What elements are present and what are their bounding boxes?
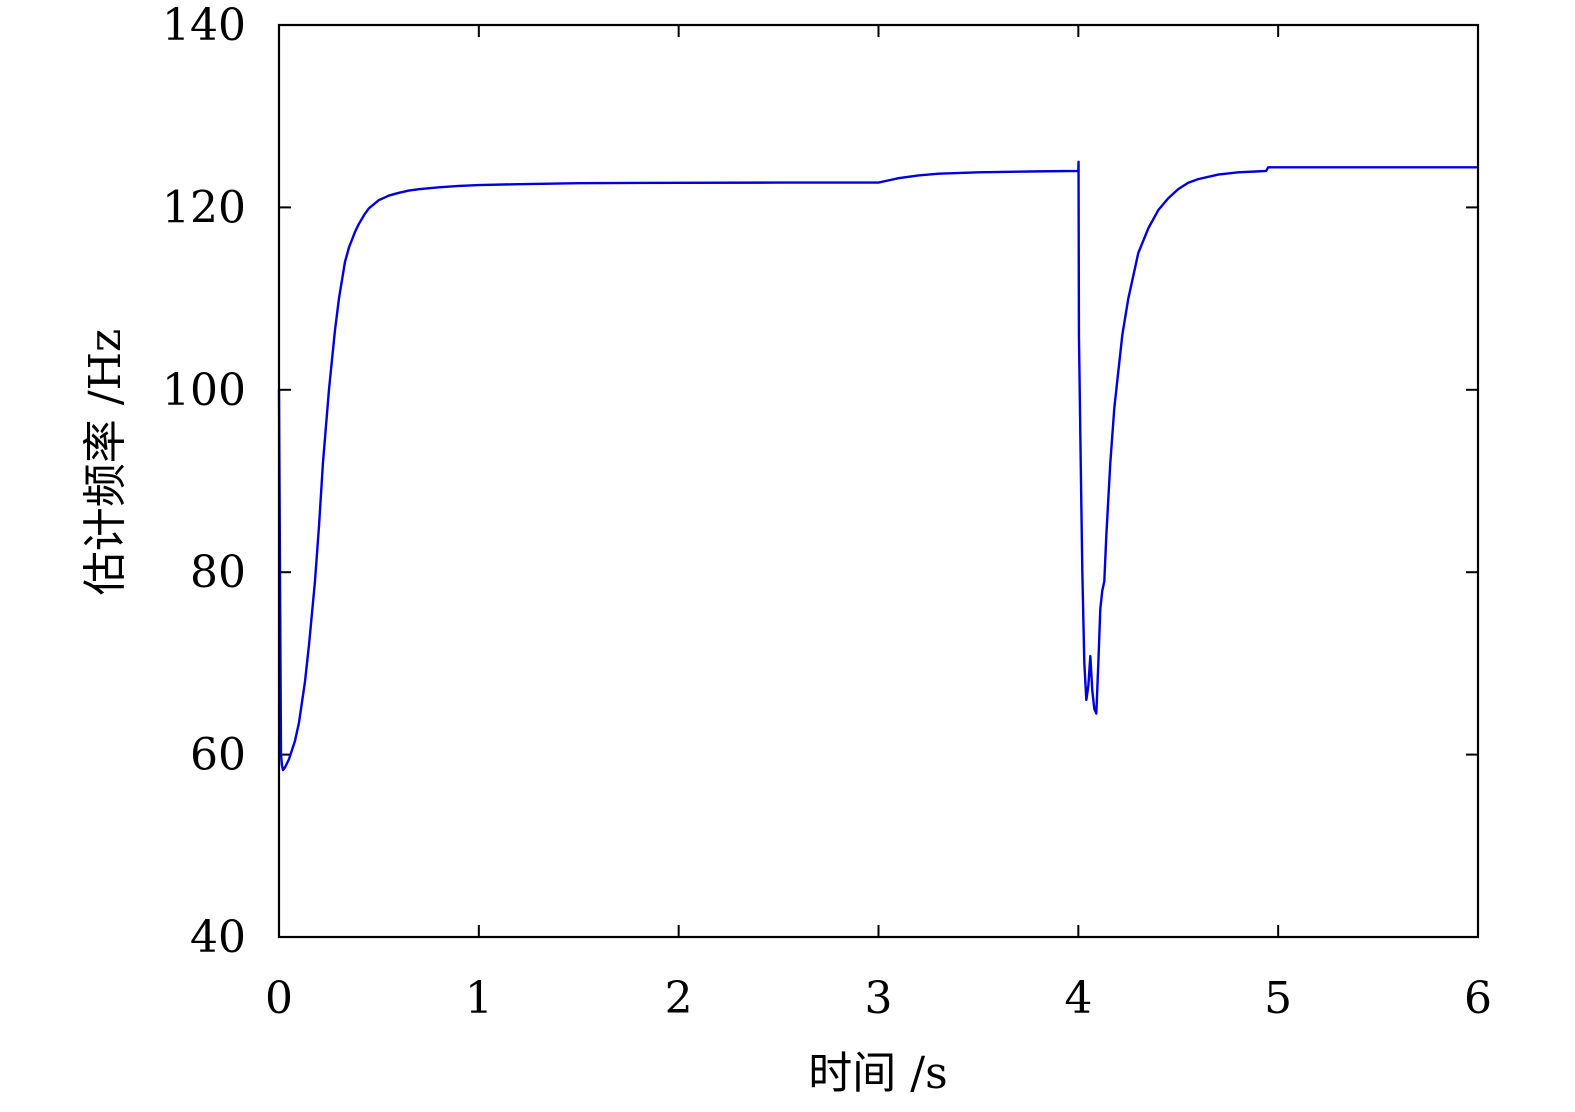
x-axis-title: 时间 /s xyxy=(808,1048,947,1099)
series-layer xyxy=(277,160,1478,772)
y-tick-label: 80 xyxy=(190,547,246,598)
y-tick-label: 140 xyxy=(162,0,246,51)
plot-area-border xyxy=(277,23,1480,939)
y-axis-title: 估计频率 /Hz xyxy=(80,329,131,595)
x-tick-label: 3 xyxy=(865,973,893,1024)
x-tick-label: 4 xyxy=(1064,973,1092,1024)
y-tick-label: 60 xyxy=(190,730,246,781)
x-tick-label: 5 xyxy=(1264,973,1292,1024)
plot-frame xyxy=(277,23,1480,939)
y-tick-label: 40 xyxy=(190,912,246,963)
series-line xyxy=(277,160,1478,772)
x-tick-label: 6 xyxy=(1464,973,1492,1024)
y-tick-label: 120 xyxy=(162,182,246,233)
x-tick-label: 0 xyxy=(265,973,293,1024)
y-tick-label: 100 xyxy=(162,365,246,416)
axes xyxy=(278,24,1479,938)
x-tick-label: 1 xyxy=(465,973,493,1024)
x-tick-label: 2 xyxy=(665,973,693,1024)
tick-labels: 0 1 2 3 4 5 6 40 60 80 100 120 140 xyxy=(162,0,1492,1024)
